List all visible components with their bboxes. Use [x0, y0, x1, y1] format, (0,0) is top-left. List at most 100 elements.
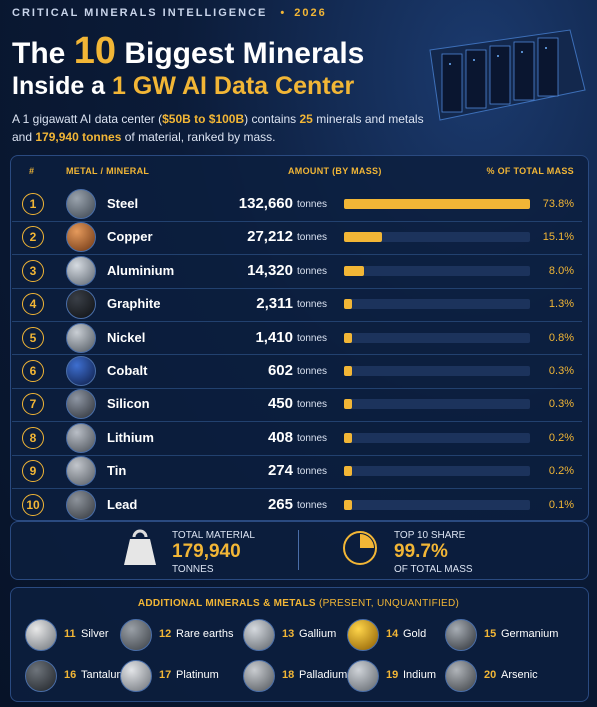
server-illustration — [429, 29, 586, 121]
mineral-icon — [25, 660, 57, 692]
amount: 450 — [267, 395, 293, 413]
item-name: Platinum — [176, 669, 219, 681]
bar-track — [344, 299, 530, 310]
kicker: CRITICAL MINERALS INTELLIGENCE • 2026 — [12, 7, 327, 19]
item-name: Gallium — [299, 628, 337, 640]
share-label: 0.2% — [548, 431, 574, 444]
amount: 408 — [267, 428, 293, 446]
summary-unit: OF TOTAL MASS — [394, 564, 473, 575]
summary-panel — [10, 521, 589, 580]
subtitle-part: minerals and metals — [312, 112, 424, 126]
unit: tonnes — [297, 399, 328, 411]
bar — [344, 432, 352, 443]
mineral-icon — [243, 660, 275, 692]
row-divider — [12, 421, 582, 423]
row-divider — [12, 287, 582, 289]
bar — [344, 332, 352, 343]
amount: 602 — [267, 362, 293, 379]
mineral-icon — [66, 456, 96, 487]
bar — [344, 499, 352, 510]
bar — [344, 299, 352, 310]
rank-badge: 5 — [22, 326, 44, 349]
additional-panel — [10, 587, 589, 702]
share-label: 15.1% — [542, 231, 574, 244]
mineral-icon — [347, 660, 379, 692]
summary-label: TOP 10 SHARE — [394, 530, 466, 541]
mineral-name: Lithium — [107, 429, 154, 445]
rank-badge: 7 — [22, 393, 44, 416]
subtitle-part: of material, ranked by mass. — [121, 130, 276, 144]
mineral-icon — [66, 222, 96, 253]
subtitle-highlight: 179,940 tonnes — [35, 130, 122, 144]
mineral-icon — [66, 189, 96, 219]
row-divider — [12, 220, 582, 222]
mineral-name: Silicon — [107, 396, 150, 412]
item-rank: 11 — [64, 628, 76, 640]
item-rank: 14 — [386, 628, 399, 640]
row-divider — [12, 354, 582, 356]
subtitle-part: ) contains — [244, 112, 300, 126]
unit: tonnes — [297, 199, 328, 210]
share-label: 0.1% — [548, 498, 574, 511]
mineral-name: Nickel — [107, 329, 146, 345]
row-divider — [12, 454, 582, 456]
title-number: 10 — [73, 30, 116, 72]
mineral-name: Steel — [107, 196, 139, 211]
subtitle-part: A 1 gigawatt AI data center ( — [12, 112, 163, 126]
mineral-icon — [66, 356, 96, 386]
bar-track — [344, 332, 530, 343]
unit: tonnes — [297, 466, 328, 478]
bar — [344, 366, 352, 376]
item-rank: 18 — [282, 669, 295, 681]
subtitle-highlight: 25 — [299, 112, 313, 126]
rank-badge: 6 — [22, 360, 44, 382]
mineral-name: Graphite — [107, 296, 161, 312]
title-highlight: 1 GW AI Data Center — [112, 72, 355, 100]
mineral-icon — [445, 619, 477, 651]
rank-badge: 3 — [22, 259, 44, 282]
item-name: Tantalum — [81, 669, 126, 681]
item-rank: 16 — [64, 669, 77, 681]
item-name: Silver — [81, 628, 109, 640]
unit: tonnes — [297, 432, 328, 444]
mineral-icon — [25, 619, 57, 651]
unit: tonnes — [297, 332, 328, 344]
bar-track — [344, 499, 530, 510]
bar — [344, 399, 352, 410]
summary-label: TOTAL MATERIAL — [172, 530, 255, 541]
mineral-name: Lead — [107, 496, 138, 512]
subtitle-highlight: $50B to $100B — [162, 112, 245, 126]
row-divider — [12, 487, 582, 489]
title-line-1: The 10 Biggest Minerals — [12, 30, 364, 73]
item-rank: 15 — [484, 628, 497, 640]
mineral-icon — [66, 255, 96, 286]
mineral-icon — [243, 619, 275, 651]
item-name: Arsenic — [501, 669, 538, 681]
column-header: # — [29, 166, 35, 176]
share-label: 0.3% — [548, 365, 574, 377]
title-part: Inside a — [12, 72, 106, 100]
item-rank: 19 — [386, 669, 399, 681]
rank-badge: 8 — [22, 426, 44, 449]
summary-value: 179,940 — [172, 541, 241, 562]
share-label: 73.8% — [542, 198, 574, 210]
row-divider — [12, 387, 582, 389]
rank-badge: 4 — [22, 293, 44, 316]
mineral-name: Cobalt — [107, 363, 148, 378]
mineral-icon — [66, 289, 96, 320]
additional-heading: ADDITIONAL MINERALS & METALS (PRESENT, U… — [0, 598, 597, 609]
divider — [298, 530, 299, 570]
amount: 2,311 — [256, 295, 293, 313]
bar — [344, 265, 365, 276]
bar — [344, 199, 530, 209]
subtitle: A 1 gigawatt AI data center ($50B to $10… — [12, 110, 424, 146]
share-label: 8.0% — [548, 264, 574, 277]
mineral-icon — [66, 422, 96, 453]
mineral-icon — [66, 322, 96, 353]
row-divider — [12, 254, 582, 256]
item-rank: 13 — [282, 628, 295, 640]
mineral-icon — [120, 619, 152, 651]
summary-value: 99.7% — [394, 541, 448, 562]
bar — [344, 232, 383, 243]
column-header: AMOUNT (BY MASS) — [288, 166, 382, 176]
